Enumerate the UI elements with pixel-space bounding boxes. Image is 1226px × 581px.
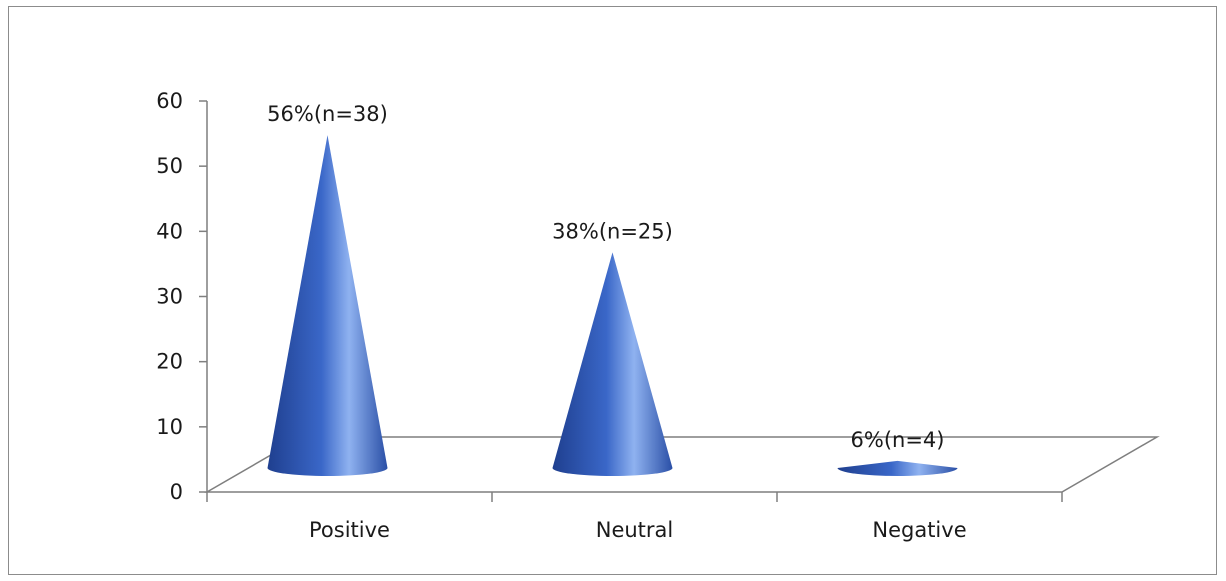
category-label: Neutral [596, 518, 674, 542]
category-label: Negative [872, 518, 966, 542]
y-axis-ticks: 0 10 20 30 40 50 60 [156, 89, 207, 504]
cone-positive [267, 135, 388, 477]
y-tick-label: 50 [156, 154, 183, 178]
y-tick-label: 10 [156, 415, 183, 439]
cone-neutral [552, 252, 673, 476]
category-label: Positive [309, 518, 390, 542]
y-tick-label: 0 [170, 480, 183, 504]
cone-negative [837, 460, 958, 476]
cone-body [267, 135, 388, 477]
data-label: 38%(n=25) [552, 219, 673, 243]
y-tick-label: 30 [156, 285, 183, 309]
data-labels: 56%(n=38) 38%(n=25) 6%(n=4) [267, 102, 944, 452]
cones [267, 135, 958, 477]
data-label: 6%(n=4) [851, 428, 945, 452]
data-label: 56%(n=38) [267, 102, 388, 126]
category-labels: Positive Neutral Negative [309, 518, 967, 542]
cone-body [837, 460, 958, 476]
y-tick-label: 60 [156, 89, 183, 113]
cone-body [552, 252, 673, 476]
y-tick-label: 40 [156, 219, 183, 243]
y-tick-label: 20 [156, 350, 183, 374]
